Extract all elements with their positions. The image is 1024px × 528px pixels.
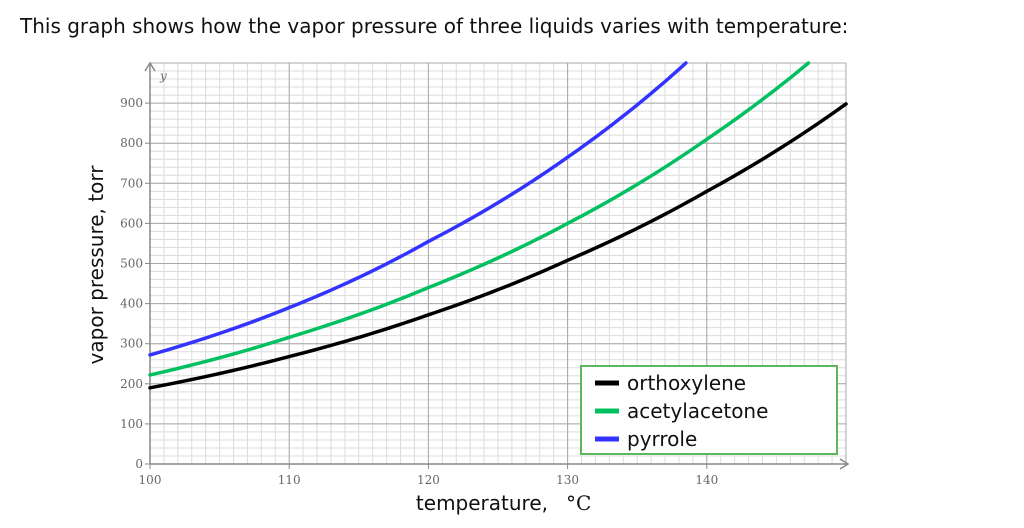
- tick-labels: 0 100 200 300 400 500 600 700 800 900 100 110 120 130…: [120, 96, 718, 487]
- x-axis-title: temperature,: [416, 491, 548, 515]
- series-line-acetylacetone: [148, 61, 811, 377]
- y-tick-label: 600: [120, 216, 143, 230]
- x-tick-label: 130: [556, 473, 579, 487]
- y-tick-label: 400: [120, 297, 143, 311]
- x-tick-label: 140: [695, 473, 718, 487]
- legend-label-pyrrole: pyrrole: [627, 427, 697, 451]
- y-tick-label: 200: [120, 377, 143, 391]
- x-axis-arrow: [839, 458, 850, 470]
- legend-label-acetylacetone: acetylacetone: [627, 399, 768, 423]
- axes: [144, 61, 850, 470]
- x-axis-unit: °C: [566, 491, 591, 515]
- x-tick-label: 100: [139, 473, 162, 487]
- y-tick-label: 0: [135, 457, 143, 471]
- y-axis-arrow: [144, 61, 156, 72]
- y-axis-variable: y: [159, 69, 167, 83]
- x-tick-label: 110: [278, 473, 301, 487]
- y-tick-label: 500: [120, 257, 143, 271]
- y-axis-title: vapor pressure, torr: [84, 165, 108, 365]
- y-tick-label: 100: [120, 417, 143, 431]
- series-line-pyrrole: [148, 61, 688, 357]
- y-tick-label: 800: [120, 136, 143, 150]
- series-line-orthoxylene: [148, 102, 848, 390]
- series-lines: [148, 61, 848, 390]
- intro-text: This graph shows how the vapor pressure …: [20, 14, 849, 38]
- legend: orthoxylene acetylacetone pyrrole: [580, 365, 838, 455]
- y-tick-label: 700: [120, 176, 143, 190]
- legend-box: [580, 365, 838, 455]
- y-tick-label: 900: [120, 96, 143, 110]
- y-tick-label: 300: [120, 337, 143, 351]
- x-tick-label: 120: [417, 473, 440, 487]
- legend-label-orthoxylene: orthoxylene: [627, 371, 746, 395]
